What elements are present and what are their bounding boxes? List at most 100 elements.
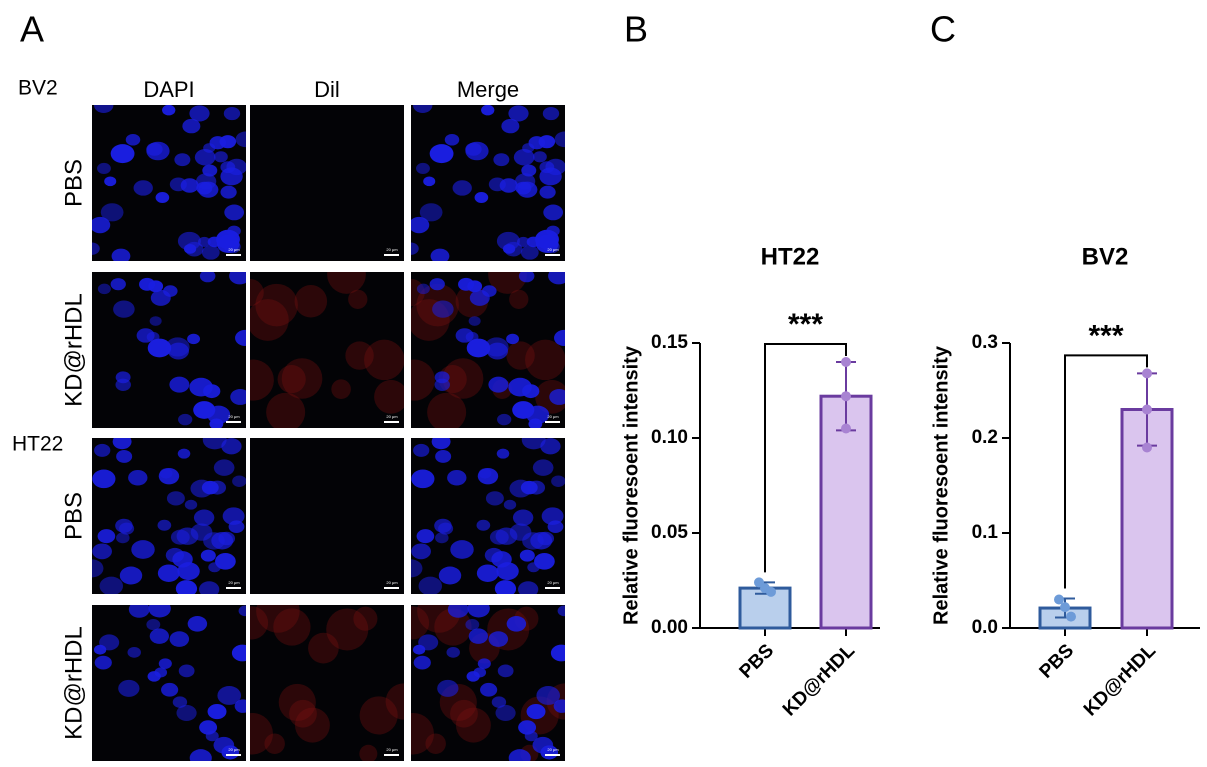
nucleus [413, 105, 433, 114]
nucleus [175, 580, 198, 594]
nucleus [219, 135, 237, 149]
nucleus [178, 413, 193, 426]
nucleus [231, 644, 246, 662]
significance-label: *** [788, 308, 823, 341]
dil-signal [250, 279, 264, 307]
nucleus [113, 300, 135, 318]
nucleus [94, 105, 114, 114]
nucleus [430, 248, 450, 261]
nucleus [434, 371, 450, 384]
nucleus [468, 316, 481, 326]
dil-signal [345, 341, 374, 370]
nucleus [418, 634, 439, 651]
nucleus [467, 605, 490, 618]
nucleus [157, 519, 172, 531]
nucleus [146, 619, 161, 631]
dil-signal [506, 341, 535, 370]
nucleus [547, 520, 564, 533]
data-point [1054, 594, 1064, 605]
nucleus [508, 377, 532, 397]
nucleus [554, 131, 565, 148]
dil-signal [308, 632, 339, 664]
nucleus [557, 605, 565, 617]
micrograph-bg [250, 272, 404, 428]
scale-bar-label: 20 μm [228, 580, 240, 585]
scale-bar-label: 20 μm [228, 747, 240, 752]
panel-label: B [624, 9, 648, 50]
nucleus [413, 443, 430, 457]
nucleus [99, 634, 120, 651]
nucleus [125, 133, 141, 146]
dil-signal [250, 712, 273, 755]
nucleus [131, 540, 155, 559]
nucleus [509, 479, 532, 498]
nucleus [146, 142, 163, 156]
nucleus [496, 448, 510, 459]
nucleus [209, 418, 224, 428]
nucleus [447, 469, 467, 486]
nucleus [535, 229, 559, 249]
y-tick-label: 0.00 [651, 617, 688, 638]
data-point [1060, 602, 1070, 613]
micrograph [411, 438, 565, 594]
nucleus [484, 337, 509, 357]
micrograph [250, 605, 404, 761]
nucleus [202, 164, 218, 177]
scale-bar-label: 20 μm [228, 414, 240, 419]
nucleus [432, 300, 454, 318]
nucleus [496, 231, 520, 251]
nucleus [201, 245, 220, 260]
chart-title: BV2 [1082, 243, 1129, 270]
panel-label: A [20, 9, 44, 50]
row-label: PBS [60, 159, 87, 207]
dil-signal [488, 272, 527, 294]
nucleus [527, 562, 540, 573]
nucleus [488, 631, 509, 647]
dil-signal [455, 707, 491, 743]
data-point [1142, 404, 1152, 415]
nucleus [97, 162, 111, 174]
nucleus [97, 529, 116, 544]
nucleus [418, 576, 443, 594]
nucleus [503, 499, 517, 510]
dil-signal [411, 359, 435, 401]
nucleus [506, 616, 527, 632]
nucleus [92, 559, 104, 578]
nucleus [216, 229, 240, 249]
row-label: KD@rHDL [60, 626, 87, 740]
micrograph-bg [250, 438, 404, 594]
dil-signal [250, 359, 274, 401]
nucleus [476, 564, 499, 582]
dil-signal [277, 365, 306, 394]
nucleus [169, 631, 190, 647]
nucleus [190, 479, 213, 498]
nucleus [232, 475, 246, 487]
nucleus [128, 469, 148, 486]
nucleus [497, 664, 514, 678]
dil-signal [348, 289, 368, 309]
dil-signal [250, 299, 289, 341]
nucleus [520, 245, 539, 260]
nucleus [466, 338, 491, 358]
nucleus [455, 328, 474, 343]
nucleus [416, 162, 430, 174]
nucleus [194, 148, 216, 166]
nucleus [411, 543, 431, 560]
nucleus [551, 475, 565, 487]
nucleus [94, 655, 112, 670]
nucleus [482, 285, 497, 297]
nucleus [481, 105, 495, 116]
y-tick-label: 0.3 [972, 332, 998, 353]
nucleus [147, 338, 172, 358]
nucleus [438, 566, 462, 585]
nucleus [508, 105, 529, 122]
nucleus [488, 376, 509, 393]
x-tick-label: KD@rHDL [1080, 640, 1160, 720]
nucleus [444, 133, 460, 146]
nucleus [541, 507, 564, 525]
dil-signal [294, 707, 330, 743]
nucleus [411, 559, 423, 578]
nucleus [452, 180, 472, 196]
nucleus [165, 337, 190, 357]
